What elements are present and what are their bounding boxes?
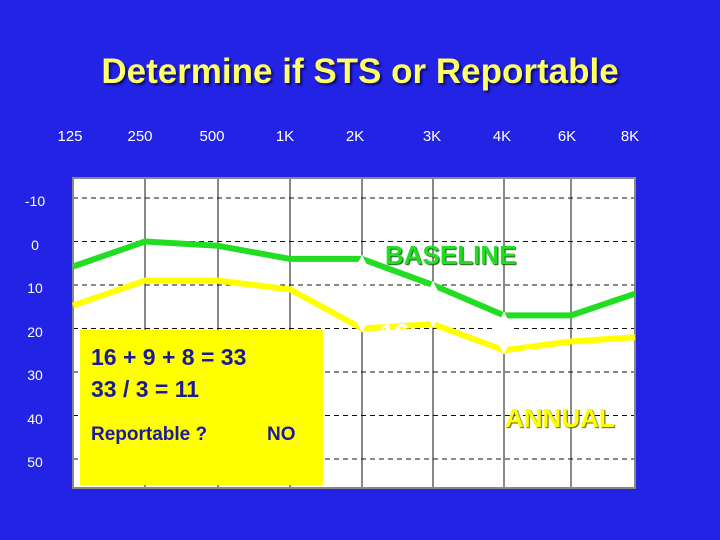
y-tick-label: 50 — [27, 454, 43, 470]
baseline-label: BASELINE — [385, 240, 517, 270]
calculation-box: 16 + 9 + 8 = 33 33 / 3 = 11 Reportable ?… — [80, 330, 323, 485]
calc-average: 33 / 3 = 11 — [91, 376, 200, 402]
y-tick-label: 40 — [27, 410, 43, 427]
page-title: Determine if STS or Reportable — [101, 52, 619, 91]
x-tick-label: 8K — [620, 128, 640, 145]
y-tick-label: -10 — [24, 193, 46, 209]
y-tick-label: 30 — [27, 367, 43, 383]
calc-sum: 16 + 9 + 8 = 33 — [91, 344, 247, 370]
x-tick-label: 6K — [557, 128, 577, 145]
y-tick-label: 20 — [27, 323, 43, 340]
x-tick-label: 250 — [127, 128, 153, 145]
calc-question: Reportable ? — [91, 424, 208, 445]
x-tick-label: 125 — [57, 128, 83, 145]
shift-label-2k: 16 — [380, 318, 409, 348]
x-tick-label: 1K — [275, 128, 295, 145]
annual-label: ANNUAL — [505, 403, 615, 433]
shift-label-4k: 8 — [522, 343, 537, 373]
shift-label-3k: 9 — [455, 336, 470, 366]
y-tick-label: 0 — [31, 236, 39, 253]
x-tick-label: 4K — [492, 128, 512, 145]
x-tick-label: 2K — [345, 128, 365, 145]
y-tick-label: 10 — [27, 280, 43, 296]
x-tick-label: 3K — [422, 128, 442, 145]
x-tick-label: 500 — [199, 128, 225, 145]
plot-border — [72, 177, 636, 489]
calc-answer: NO — [267, 424, 296, 445]
